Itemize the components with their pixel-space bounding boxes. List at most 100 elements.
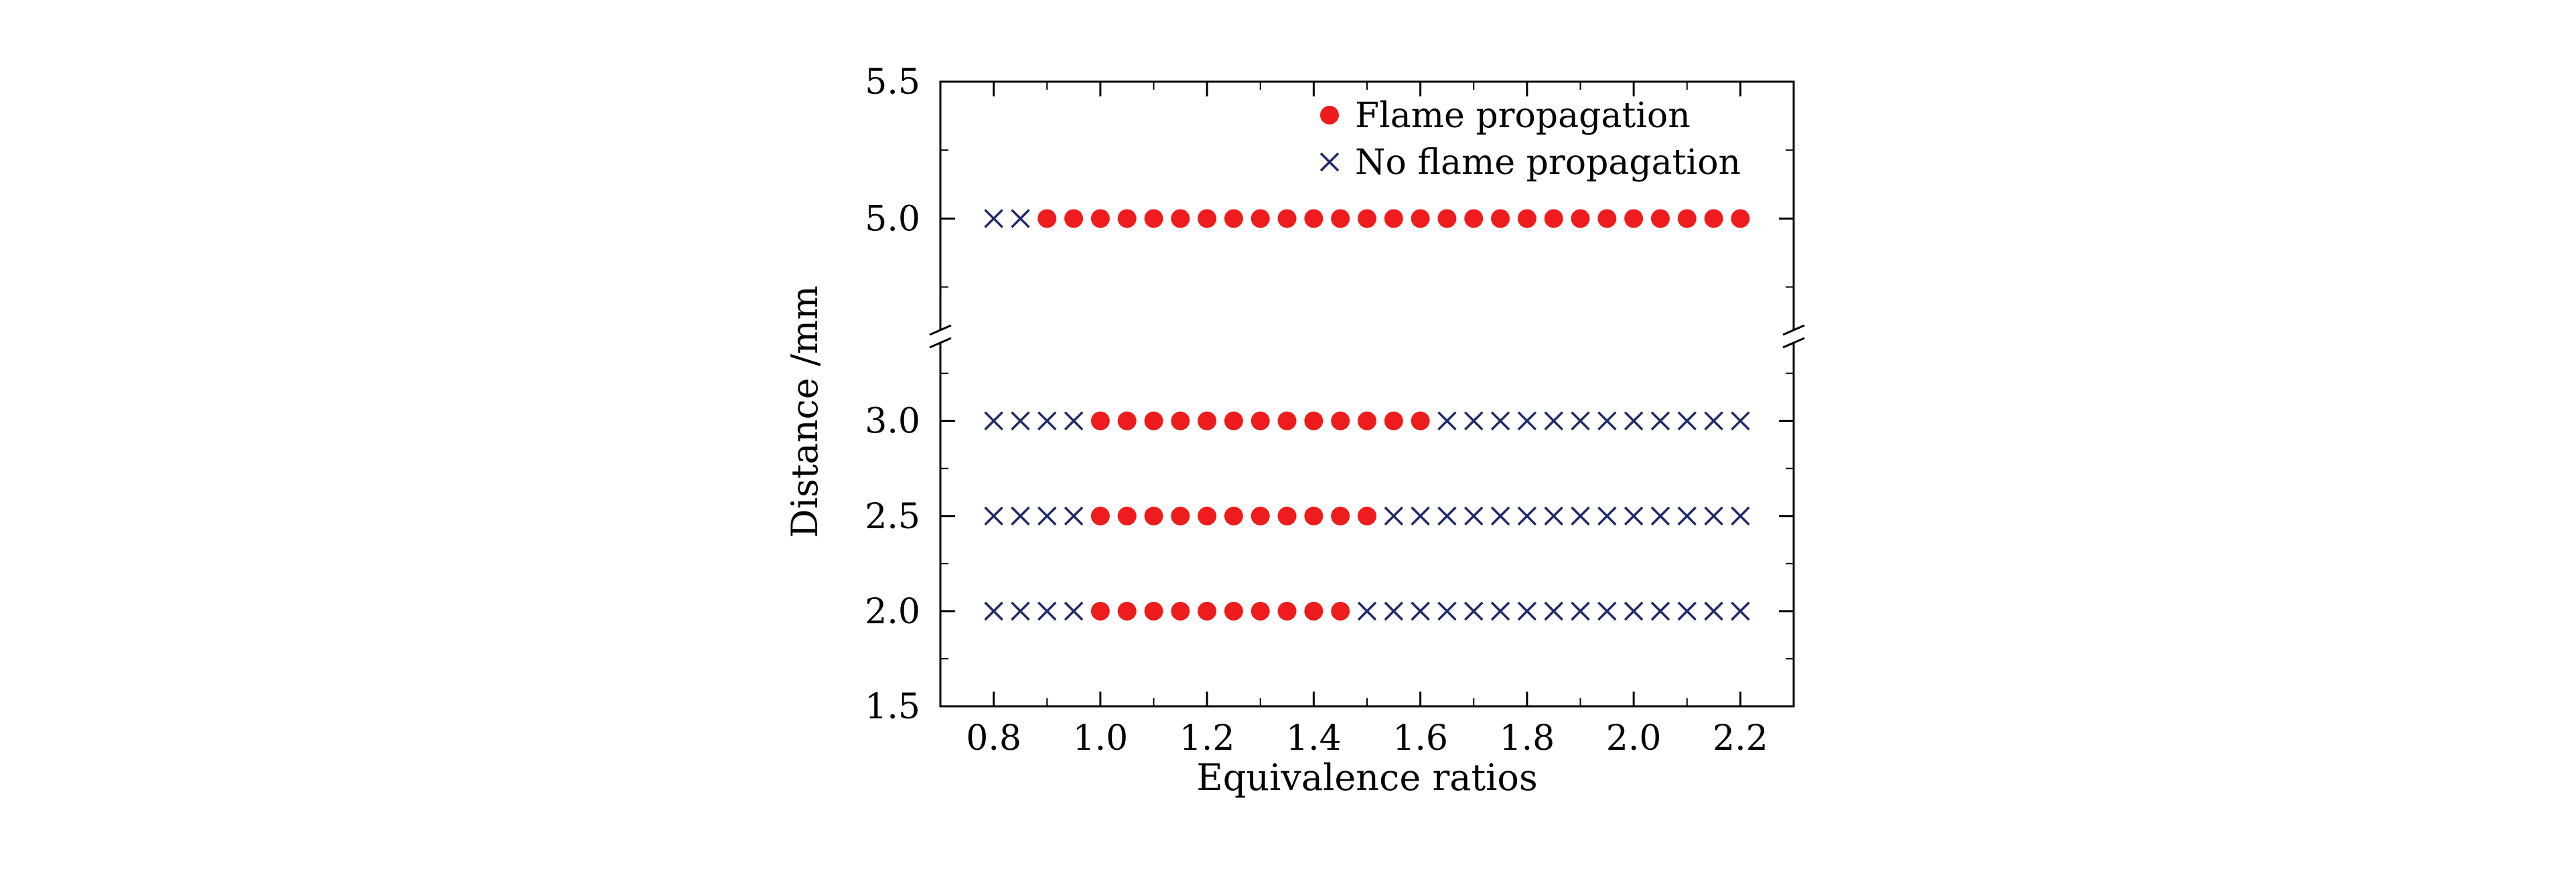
no-flame-propagation-point [1704,411,1723,430]
flame-propagation-point [1624,209,1644,228]
cross-stroke [1411,601,1430,621]
cross-stroke [1064,411,1084,430]
no-flame-propagation-point [1037,411,1057,430]
flame-propagation-point [1144,411,1163,430]
cross-stroke [1704,601,1723,621]
flame-propagation-point [1198,209,1217,228]
cross-stroke [1544,601,1563,621]
no-flame-propagation-point [984,601,1003,621]
no-flame-propagation-point [1011,411,1030,430]
flame-propagation-point [1171,209,1190,228]
cross-stroke [1704,506,1723,526]
no-flame-propagation-point [1064,411,1084,430]
flame-propagation-point [1224,209,1243,228]
no-flame-propagation-point [984,506,1003,526]
no-flame-propagation-point [1011,601,1030,621]
no-flame-propagation-point [1464,411,1484,430]
axis-break-slash [929,324,952,336]
no-flame-propagation-point [1731,601,1750,621]
no-flame-propagation-point [1624,506,1644,526]
cross-stroke [1437,506,1457,526]
no-flame-propagation-point [1411,601,1430,621]
no-flame-propagation-point [1571,506,1590,526]
cross-stroke [1011,411,1030,430]
flame-propagation-point [1198,411,1217,430]
no-flame-propagation-point [984,411,1003,430]
axis-ticks: 0.8 1.0 1.2 1.4 1.6 1.8 2.0 2.2 1.5 2.0 2.5 3.0 5.0 5… [865,62,1794,759]
cross-stroke [1517,601,1537,621]
cross-stroke [1490,601,1510,621]
cross-stroke [1731,411,1750,430]
no-flame-propagation-point [1517,411,1537,430]
cross-stroke [1571,506,1590,526]
cross-stroke [1650,506,1670,526]
flame-propagation-point [1144,209,1163,228]
y-axis-break [929,324,1805,349]
flame-propagation-point [1358,506,1376,526]
cross-stroke [1037,506,1057,526]
cross-stroke [1624,506,1644,526]
cross-stroke [1650,411,1670,430]
legend-label: No flame propagation [1355,143,1741,183]
no-flame-propagation-point [1464,601,1484,621]
cross-stroke [1011,601,1030,621]
flame-propagation-point [1037,209,1057,228]
cross-stroke [1437,411,1457,430]
no-flame-propagation-point [1677,506,1697,526]
cross-stroke [1064,601,1084,621]
no-flame-propagation-point [1464,506,1484,526]
cross-stroke [1731,601,1750,621]
cross-stroke [1677,506,1697,526]
cross-stroke [984,506,1003,526]
no-flame-propagation-point [1650,506,1670,526]
y-tick-label: 5.0 [865,199,920,239]
flame-propagation-point [1731,209,1750,228]
cross-stroke [1037,411,1057,430]
flame-propagation-point [1144,601,1163,621]
cross-stroke [1650,601,1670,621]
no-flame-propagation-point [1704,601,1723,621]
flame-propagation-point [1064,209,1084,228]
flame-propagation-point [1304,411,1323,430]
cross-stroke [1517,506,1537,526]
data-marks [984,209,1750,621]
flame-propagation-point [1198,601,1217,621]
flame-propagation-point [1144,506,1163,526]
cross-stroke [1011,209,1030,228]
no-flame-propagation-point [1490,601,1510,621]
no-flame-propagation-point [1064,601,1084,621]
flame-propagation-point [1224,601,1243,621]
flame-propagation-point [1331,411,1350,430]
cross-stroke [1011,506,1030,526]
no-flame-propagation-point [1517,506,1537,526]
flame-propagation-point [1117,209,1137,228]
y-tick-label: 2.5 [865,497,920,537]
cross-stroke [1490,411,1510,430]
flame-propagation-point [1277,506,1297,526]
cross-stroke [1384,601,1404,621]
no-flame-propagation-point [1650,411,1670,430]
no-flame-propagation-point [1384,506,1404,526]
flame-propagation-point [1171,601,1190,621]
cross-stroke [1037,601,1057,621]
no-flame-propagation-point [1597,601,1617,621]
no-flame-propagation-point [1064,506,1084,526]
no-flame-propagation-point [1650,601,1670,621]
flame-propagation-point [1411,411,1430,430]
cross-stroke [1624,411,1644,430]
flame-propagation-point [1117,506,1137,526]
flame-propagation-point [1090,209,1110,228]
y-tick-label: 2.0 [865,592,920,632]
cross-stroke [1464,601,1484,621]
cross-stroke [1544,506,1563,526]
no-flame-propagation-point [1571,411,1590,430]
cross-stroke [1731,506,1750,526]
flame-propagation-point [1250,601,1270,621]
flame-propagation-point [1464,209,1484,228]
cross-stroke [1319,152,1340,172]
y-tick-label: 1.5 [865,687,920,727]
no-flame-propagation-point [1437,506,1457,526]
flame-propagation-point [1090,601,1110,621]
no-flame-propagation-point [1517,601,1537,621]
